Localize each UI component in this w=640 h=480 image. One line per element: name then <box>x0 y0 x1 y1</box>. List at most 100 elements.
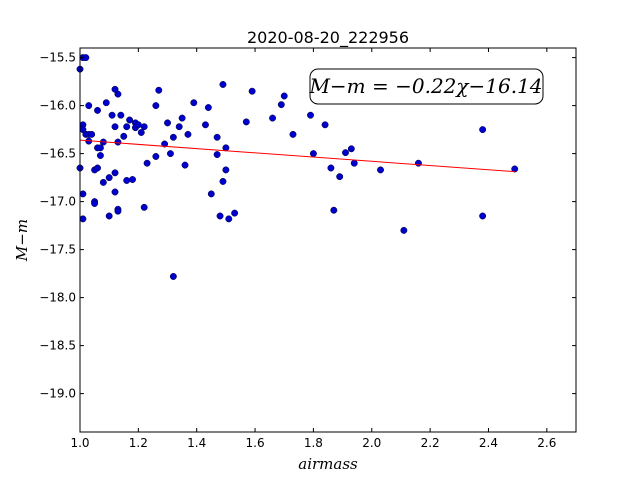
data-point <box>414 159 422 167</box>
y-tick-label: −15.5 <box>39 51 76 65</box>
data-point <box>207 190 215 198</box>
data-point <box>327 164 335 172</box>
data-point <box>202 121 209 129</box>
data-point <box>111 169 119 177</box>
data-point <box>309 150 317 158</box>
y-axis-label: M−m <box>13 219 31 262</box>
data-point <box>280 92 288 100</box>
data-point <box>377 166 384 174</box>
data-point <box>99 178 107 186</box>
data-point <box>330 206 338 214</box>
data-point <box>123 177 131 184</box>
data-point <box>140 203 148 211</box>
data-point <box>161 140 169 148</box>
data-point <box>350 159 358 167</box>
data-point <box>219 177 227 185</box>
data-point <box>400 226 408 234</box>
data-point <box>88 130 96 138</box>
data-point <box>102 99 110 107</box>
data-point <box>336 173 344 181</box>
data-point <box>96 144 104 152</box>
x-axis-label: airmass <box>298 455 358 473</box>
data-point <box>85 102 93 110</box>
x-tick-label: 1.4 <box>187 436 206 450</box>
data-point <box>117 111 125 119</box>
data-point <box>155 86 163 94</box>
chart-title: 2020-08-20_222956 <box>247 28 409 48</box>
data-point <box>152 153 160 160</box>
data-point <box>137 129 145 136</box>
y-tick-label: −17.0 <box>39 195 76 209</box>
data-point <box>511 165 519 173</box>
x-tick-label: 2.2 <box>421 436 440 450</box>
data-point <box>143 159 151 167</box>
data-point <box>79 215 87 223</box>
data-point <box>152 102 160 110</box>
data-point <box>94 164 101 172</box>
data-point <box>169 273 177 280</box>
data-point <box>204 104 212 111</box>
data-point <box>222 166 230 174</box>
fit-equation-label: M−m = −0.22χ−16.14 <box>308 74 542 98</box>
data-point <box>277 101 285 109</box>
data-point <box>134 121 142 129</box>
y-tick-label: −16.5 <box>39 147 76 161</box>
data-point <box>105 174 113 182</box>
x-tick-label: 1.2 <box>129 436 148 450</box>
x-tick-label: 2.6 <box>537 436 556 450</box>
fit-line <box>79 139 515 173</box>
data-point <box>114 138 122 146</box>
y-axis: −15.5 −16.0 −16.5 −17.0 −17.5 −18.0 −18.5 −19.0 <box>39 51 576 401</box>
data-point <box>105 212 113 220</box>
data-point <box>91 200 99 207</box>
data-point <box>111 188 119 196</box>
x-tick-label: 1.8 <box>304 436 323 450</box>
y-tick-label: −18.0 <box>39 291 76 305</box>
y-tick-label: −17.5 <box>39 243 76 257</box>
data-point <box>96 152 104 159</box>
data-point <box>166 150 174 158</box>
data-point <box>120 132 128 140</box>
data-point <box>190 99 198 107</box>
data-point <box>248 87 256 95</box>
data-point <box>242 118 250 126</box>
data-point <box>479 126 487 134</box>
data-point <box>321 121 329 129</box>
data-point <box>213 151 221 159</box>
x-tick-label: 2.0 <box>362 436 381 450</box>
data-point <box>342 149 349 157</box>
data-point <box>181 161 189 169</box>
data-point <box>479 212 487 220</box>
data-point <box>178 114 186 122</box>
y-tick-label: −19.0 <box>39 387 76 401</box>
y-tick-label: −16.0 <box>39 99 76 113</box>
data-point <box>126 116 134 124</box>
data-point <box>114 207 122 215</box>
data-point <box>164 119 171 127</box>
fit-annotation-box <box>309 68 544 105</box>
data-point <box>123 123 131 131</box>
data-point <box>225 215 233 223</box>
data-point <box>219 81 227 88</box>
data-point <box>213 133 221 141</box>
data-point <box>184 130 192 138</box>
y-tick-label: −18.5 <box>39 339 76 353</box>
data-point <box>111 123 119 131</box>
data-point <box>94 106 101 114</box>
x-tick-label: 1.6 <box>246 436 265 450</box>
x-tick-label: 2.4 <box>479 436 498 450</box>
data-point <box>79 190 87 198</box>
data-point <box>169 133 177 141</box>
plot-frame <box>79 47 577 433</box>
data-point <box>114 90 122 98</box>
data-point <box>216 212 224 220</box>
data-point <box>140 123 148 131</box>
data-point <box>108 111 116 119</box>
x-tick-label: 1.0 <box>70 436 89 450</box>
data-point <box>129 176 136 183</box>
data-point <box>347 145 355 153</box>
data-point <box>289 130 297 138</box>
data-point <box>307 111 314 119</box>
data-point <box>269 114 277 122</box>
